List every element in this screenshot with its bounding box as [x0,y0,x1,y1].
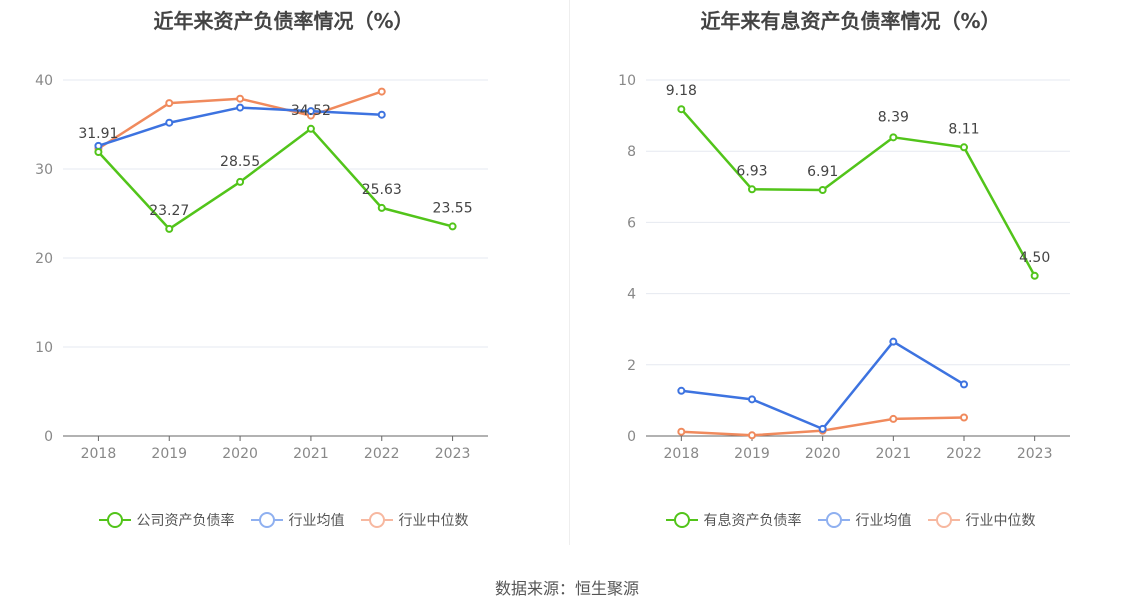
legend-label: 行业均值 [855,513,912,529]
data-point [960,380,968,389]
y-tick-label: 0 [627,429,636,445]
y-tick-label: 10 [618,73,636,89]
legend-swatch-icon [360,512,393,528]
legend-item[interactable]: 公司资产负债率 [98,510,235,530]
data-point [448,222,457,231]
data-label: 34.52 [291,103,331,119]
chart-title: 近年来有息资产负债率情况（%） [700,9,1001,33]
line-chart-debt-ratio: 0 10 20 30 40 2018 2019 2020 2021 2022 2023 31.91 23… [35,73,488,462]
y-tick-label: 0 [44,429,53,445]
panel-divider [569,0,570,545]
y-tick-label: 40 [35,73,53,89]
data-point [236,94,245,103]
data-label: 28.55 [220,154,260,170]
legend-item[interactable]: 行业均值 [817,510,912,530]
data-point [377,110,386,119]
line-chart-interest-debt-ratio: 0 2 4 6 8 10 2018 2019 2020 2021 2022 2023 9.18 6.93 6… [618,73,1070,462]
x-tick-label: 2019 [734,446,770,462]
legend-swatch-icon [665,512,698,528]
legend-label: 行业中位数 [398,513,469,529]
data-label: 6.91 [807,164,838,180]
chart-title: 近年来资产负债率情况（%） [153,9,414,33]
data-label: 23.55 [433,200,473,216]
x-tick-label: 2020 [222,446,258,462]
data-label: 6.93 [736,163,767,179]
x-tick-label: 2022 [364,446,400,462]
y-tick-label: 4 [627,287,636,303]
series-line-1 [98,106,382,148]
chart-panel-right: 近年来有息资产负债率情况（%） 0 2 4 6 8 10 2018 2019 2020 2021 2… [567,0,1134,560]
legend-label: 有息资产负债率 [703,513,802,529]
series-line-0 [680,108,1036,277]
data-point [236,177,245,186]
data-point [818,424,827,433]
legend-swatch-icon [250,512,283,528]
y-tick-label: 8 [627,144,636,160]
data-point [889,337,898,346]
y-tick-label: 10 [35,340,53,356]
x-tick-label: 2022 [946,446,982,462]
data-point [306,107,315,116]
data-point [1030,271,1039,280]
legend-label: 公司资产负债率 [136,513,235,529]
data-point [889,133,898,142]
data-point [94,141,103,150]
legend-label: 行业均值 [288,513,345,529]
legend-item[interactable]: 行业中位数 [360,510,469,530]
data-point [306,124,315,133]
data-point [748,431,756,440]
chart-legend: 公司资产负债率 行业均值 行业中位数 [0,510,567,530]
series-line-0 [97,127,453,231]
data-point [236,103,245,112]
data-point [818,186,827,195]
data-point [165,224,174,233]
data-label: 4.50 [1019,250,1050,266]
data-point [677,105,686,114]
chart-legend: 有息资产负债率 行业均值 行业中位数 [567,510,1134,530]
data-source-note: 数据来源：恒生聚源 [494,579,639,598]
data-point [677,427,686,436]
legend-label: 行业中位数 [965,513,1036,529]
x-tick-label: 2020 [805,446,841,462]
y-tick-label: 30 [35,162,53,178]
data-point [889,414,898,423]
legend-swatch-icon [927,512,960,528]
data-label: 8.11 [948,121,979,137]
data-label: 9.18 [666,83,697,99]
data-point [165,118,174,127]
data-point [748,185,756,194]
x-tick-label: 2021 [876,446,912,462]
data-point [960,413,968,422]
x-tick-label: 2018 [81,446,117,462]
data-point [677,386,686,395]
y-tick-label: 2 [627,358,636,374]
legend-item[interactable]: 有息资产负债率 [665,510,802,530]
x-tick-label: 2018 [664,446,700,462]
legend-swatch-icon [98,512,131,528]
data-point [94,148,103,157]
data-point [748,395,756,404]
legend-item[interactable]: 行业均值 [250,510,345,530]
legend-item[interactable]: 行业中位数 [927,510,1036,530]
y-tick-label: 6 [627,215,636,231]
data-label: 31.91 [78,126,118,142]
chart-panel-left: 近年来资产负债率情况（%） 0 10 20 30 40 2018 2019 2020 2021 2… [0,0,567,560]
x-tick-label: 2023 [435,446,471,462]
data-label: 25.63 [362,182,402,198]
data-label: 8.39 [878,109,909,125]
data-point [165,99,174,108]
series-line-1 [681,340,965,431]
data-point [377,87,386,96]
data-point [377,203,386,212]
data-label: 23.27 [149,203,189,219]
legend-swatch-icon [817,512,850,528]
x-tick-label: 2023 [1017,446,1053,462]
y-tick-label: 20 [35,251,53,267]
x-tick-label: 2019 [151,446,187,462]
data-point [960,143,968,152]
x-tick-label: 2021 [293,446,329,462]
